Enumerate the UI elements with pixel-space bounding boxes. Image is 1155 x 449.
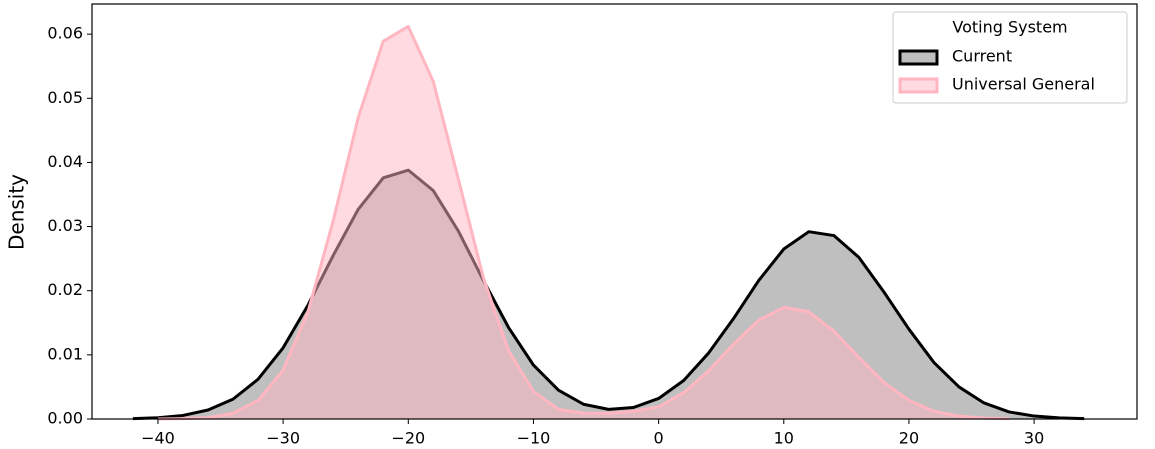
y-tick-label: 0.05 <box>47 88 83 107</box>
density-line <box>157 24 1010 421</box>
y-tick-label: 0.00 <box>47 409 83 428</box>
x-tick-label: −10 <box>517 429 551 448</box>
legend-label: Current <box>952 47 1012 66</box>
x-tick-label: 30 <box>1024 429 1044 448</box>
y-axis-label: Density <box>5 174 29 250</box>
density-line <box>132 168 1085 421</box>
x-tick-label: −40 <box>141 429 175 448</box>
x-tick-label: −30 <box>266 429 300 448</box>
y-tick-label: 0.01 <box>47 344 83 363</box>
density-area <box>157 26 1010 419</box>
x-tick-label: 10 <box>774 429 794 448</box>
y-tick-label: 0.04 <box>47 152 83 171</box>
x-tick-label: −20 <box>391 429 425 448</box>
x-tick-label: 20 <box>899 429 919 448</box>
plot-frame <box>91 3 1138 420</box>
y-tick-label: 0.02 <box>47 280 83 299</box>
legend-box <box>892 11 1128 104</box>
legend-title: Voting System <box>952 18 1067 37</box>
y-tick-label: 0.03 <box>47 216 83 235</box>
legend-swatch <box>898 77 939 94</box>
x-tick-label: 0 <box>654 429 664 448</box>
y-tick-label: 0.06 <box>47 24 83 43</box>
legend-swatch <box>898 49 939 66</box>
legend-label: Universal General <box>952 75 1095 94</box>
